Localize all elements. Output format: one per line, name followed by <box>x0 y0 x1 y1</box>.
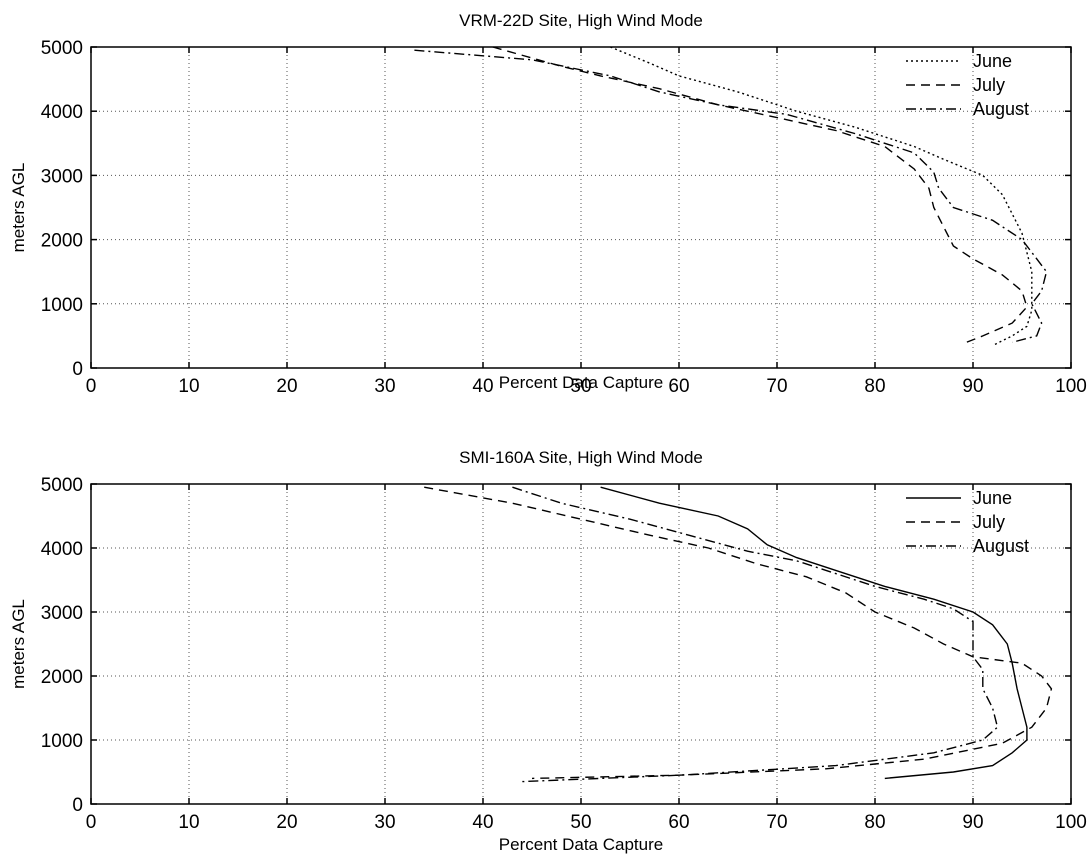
plot-frame <box>90 46 1072 369</box>
y-tick-label: 1000 <box>41 295 83 316</box>
x-tick-label: 50 <box>570 376 591 397</box>
x-tick-label: 40 <box>472 376 493 397</box>
legend-label: August <box>973 99 1029 119</box>
x-tick-label: 100 <box>1055 376 1087 397</box>
y-tick-label: 4000 <box>41 102 83 123</box>
legend-label: July <box>973 512 1005 532</box>
x-tick-label: 10 <box>178 812 199 833</box>
y-tick-label: 2000 <box>41 231 83 252</box>
y-tick-label: 2000 <box>41 667 83 688</box>
x-tick-label: 30 <box>374 376 395 397</box>
y-axis-label: meters AGL <box>9 599 28 689</box>
series-line-june <box>610 46 1033 347</box>
x-tick-label: 60 <box>668 812 689 833</box>
legend-label: June <box>973 488 1012 508</box>
y-tick-label: 3000 <box>41 603 83 624</box>
plot-frame <box>90 483 1072 805</box>
chart-panel-vrm-22d: VRM-22D Site, High Wind Mode 0 10 20 30 40 50 6… <box>9 11 1087 397</box>
legend-label: July <box>973 75 1005 95</box>
y-tick-label: 0 <box>72 359 83 380</box>
chart-title: SMI-160A Site, High Wind Mode <box>459 448 703 467</box>
x-tick-label: 70 <box>766 812 787 833</box>
legend-label: June <box>973 51 1012 71</box>
series-line-july <box>424 486 1053 780</box>
x-tick-label: 50 <box>570 812 591 833</box>
y-tick-label: 5000 <box>41 475 83 496</box>
x-tick-label: 70 <box>766 376 787 397</box>
series-line-august <box>414 49 1048 343</box>
series-line-july <box>492 46 1028 345</box>
y-tick-label: 3000 <box>41 166 83 187</box>
x-tick-label: 10 <box>178 376 199 397</box>
legend-label: August <box>973 536 1029 556</box>
x-tick-label: 90 <box>962 376 983 397</box>
y-tick-label: 0 <box>72 795 83 816</box>
x-tick-label: 20 <box>276 812 297 833</box>
x-tick-label: 80 <box>864 812 885 833</box>
chart-title: VRM-22D Site, High Wind Mode <box>459 11 703 30</box>
y-tick-label: 5000 <box>41 38 83 59</box>
x-axis-label: Percent Data Capture <box>499 373 663 392</box>
x-axis-label: Percent Data Capture <box>499 835 663 854</box>
y-tick-label: 1000 <box>41 731 83 752</box>
chart-panel-smi-160a: SMI-160A Site, High Wind Mode 0 10 20 30 40 50… <box>9 448 1087 854</box>
series-line-june <box>600 486 1028 780</box>
series-line-august <box>512 486 999 783</box>
x-tick-label: 60 <box>668 376 689 397</box>
y-axis-label: meters AGL <box>9 163 28 253</box>
x-tick-label: 20 <box>276 376 297 397</box>
y-tick-label: 4000 <box>41 539 83 560</box>
x-tick-label: 80 <box>864 376 885 397</box>
x-tick-label: 100 <box>1055 812 1087 833</box>
x-tick-label: 0 <box>86 812 97 833</box>
x-tick-label: 30 <box>374 812 395 833</box>
x-tick-label: 0 <box>86 376 97 397</box>
x-tick-label: 90 <box>962 812 983 833</box>
x-tick-label: 40 <box>472 812 493 833</box>
